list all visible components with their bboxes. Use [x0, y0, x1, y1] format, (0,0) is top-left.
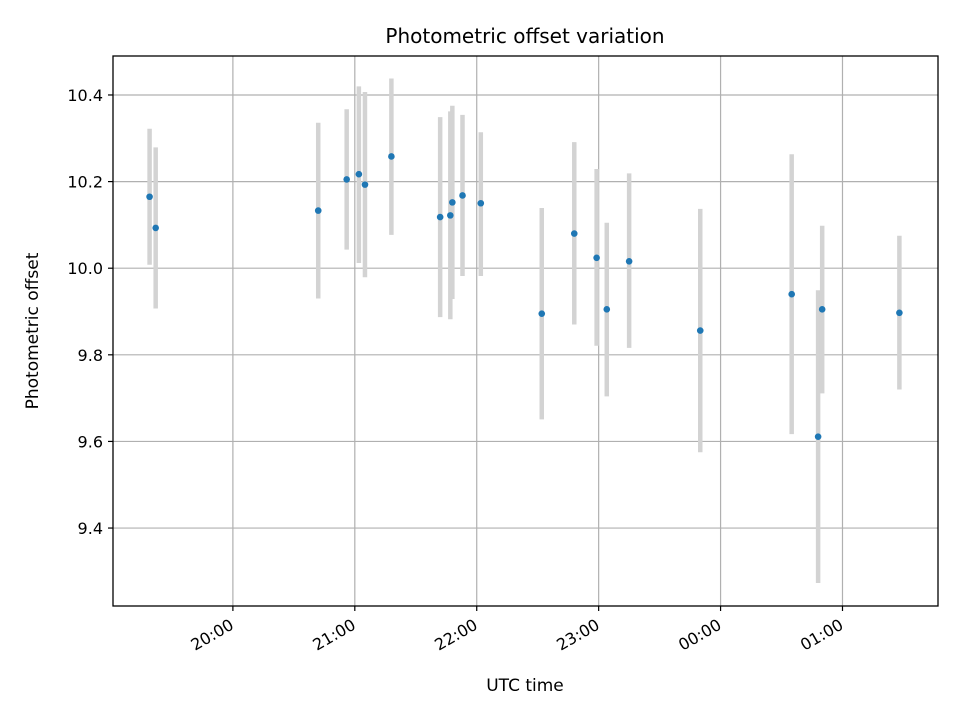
data-point	[625, 257, 633, 265]
data-point	[355, 170, 363, 178]
point-layer	[146, 153, 903, 440]
y-tick-label: 10.2	[67, 173, 103, 192]
data-point	[146, 193, 153, 201]
plot-frame	[112, 55, 939, 607]
x-axis-title: UTC time	[486, 676, 564, 696]
data-point	[447, 212, 454, 219]
data-point	[818, 306, 826, 313]
data-point	[477, 199, 485, 207]
y-tick-label: 9.6	[78, 432, 103, 451]
data-point	[449, 199, 456, 206]
data-point	[896, 309, 903, 317]
y-tick-label: 9.8	[78, 346, 103, 365]
data-point	[343, 176, 350, 183]
data-point	[814, 433, 822, 440]
data-point	[696, 327, 704, 334]
data-point	[388, 153, 395, 160]
y-tick-label: 10.0	[67, 259, 103, 278]
chart-title: Photometric offset variation	[385, 24, 664, 48]
data-point	[538, 310, 546, 317]
data-point	[570, 230, 578, 237]
y-tick-label: 9.4	[78, 519, 103, 538]
data-point	[361, 181, 369, 188]
data-point	[436, 213, 444, 221]
y-tick-label: 10.4	[67, 86, 103, 105]
data-point	[593, 254, 600, 262]
data-point	[152, 224, 159, 232]
data-point	[603, 306, 611, 313]
data-point	[788, 290, 795, 298]
data-point	[459, 192, 466, 199]
y-axis-title: Photometric offset	[23, 252, 43, 409]
data-point	[314, 207, 322, 214]
